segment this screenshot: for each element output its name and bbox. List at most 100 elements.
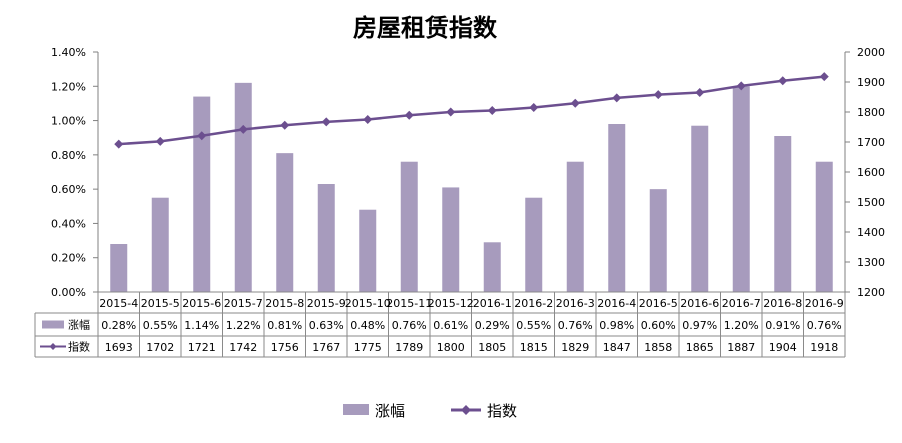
bar-series-zhangfu [110,82,833,293]
bar-zhangfu [400,161,418,292]
y-left-tick-label: 0.80% [51,149,86,162]
line-zhishu [118,75,825,146]
bar-zhangfu [608,124,626,292]
x-tick-label: 2016-9 [805,297,844,310]
y-left-tick-label: 0.60% [51,183,86,196]
x-tick-label: 2015-5 [141,297,180,310]
point-zhishu [446,107,456,117]
table-cell-zhangfu: 0.55% [516,319,551,332]
chart-title: 房屋租赁指数 [353,13,498,42]
table-cell-zhishu: 1702 [146,341,174,354]
bar-zhangfu [815,161,833,292]
point-zhishu [280,120,290,130]
table-cell-zhangfu: 0.76% [558,319,593,332]
x-tick-label: 2016-2 [514,297,553,310]
table-cell-zhangfu: 0.97% [682,319,717,332]
table-cell-zhishu: 1775 [354,341,382,354]
table-cell-zhishu: 1865 [686,341,714,354]
table-row-label-zhishu: 指数 [68,340,90,354]
point-zhishu [363,115,373,124]
table-cell-zhishu: 1918 [810,341,838,354]
point-zhishu [653,90,663,100]
line-series-zhishu [114,72,829,149]
table-cell-zhishu: 1767 [312,341,340,354]
table-row-label-zhangfu: 涨幅 [68,319,90,332]
table-cell-zhangfu: 0.81% [267,319,302,332]
x-tick-label: 2016-4 [597,297,636,310]
table-cell-zhangfu: 0.28% [101,319,136,332]
point-zhishu [612,93,622,103]
y-left-tick-label: 0.00% [51,286,86,299]
x-tick-label: 2016-3 [556,297,595,310]
bar-zhangfu [276,153,294,292]
table-cell-zhishu: 1805 [478,341,506,354]
point-zhishu [238,124,248,134]
table-key-zhangfu [42,320,64,329]
bar-zhangfu [483,242,501,292]
y-right-tick-label: 1500 [857,196,885,209]
point-zhishu [114,139,124,149]
bar-zhangfu [151,197,169,292]
point-zhishu [529,103,539,112]
table-cell-zhangfu: 0.61% [433,319,468,332]
x-tick-label: 2015-6 [182,297,221,310]
table-cell-zhishu: 1742 [229,341,257,354]
table-cell-zhangfu: 1.22% [226,319,261,332]
y-right-tick-label: 1600 [857,166,885,179]
y-left-tick-label: 1.40% [51,46,86,59]
x-tick-label: 2016-8 [763,297,802,310]
y-right-tick-label: 1400 [857,226,885,239]
table-cell-zhangfu: 0.91% [765,319,800,332]
table-cell-zhishu: 1815 [520,341,548,354]
point-zhishu [695,88,705,97]
x-tick-label: 2015-4 [99,297,138,310]
bar-zhangfu [110,244,128,292]
table-cell-zhangfu: 1.14% [184,319,219,332]
table-cell-zhishu: 1756 [271,341,299,354]
y-right-tick-label: 1200 [857,286,885,299]
table-cell-zhangfu: 0.98% [599,319,634,332]
point-zhishu [321,117,331,127]
x-tick-label: 2015-8 [265,297,304,310]
bar-zhangfu [691,125,709,292]
bar-zhangfu [649,189,667,292]
bar-zhangfu [359,209,377,292]
x-tick-label: 2016-6 [680,297,719,310]
table-cell-zhishu: 1721 [188,341,216,354]
x-tick-label: 2015-9 [307,297,346,310]
x-tick-label: 2016-7 [722,297,761,310]
point-zhishu [778,76,788,86]
table-cell-zhishu: 1800 [437,341,465,354]
y-left-tick-label: 0.40% [51,217,86,230]
point-zhishu [155,136,165,146]
legend: 涨幅 指数 [343,402,517,420]
point-zhishu [570,98,580,108]
y-right-tick-label: 1800 [857,106,885,119]
table-cell-zhishu: 1858 [644,341,672,354]
table-key-zhishu-marker [49,343,57,350]
y-axis-right: 1200 1300 1400 1500 1600 1700 1800 1900 2000 [844,46,885,299]
legend-label-zhangfu: 涨幅 [375,402,405,420]
table-cell-zhangfu: 0.76% [392,319,427,332]
x-tick-label: 2015-7 [224,297,263,310]
table-cell-zhangfu: 0.60% [641,319,676,332]
table-cell-zhishu: 1693 [105,341,133,354]
bar-zhangfu [566,161,584,292]
y-left-tick-label: 0.20% [51,252,86,265]
x-tick-label: 2016-1 [473,297,512,310]
table-cell-zhishu: 1904 [769,341,797,354]
y-left-tick-label: 1.00% [51,115,86,128]
point-zhishu [736,81,746,91]
bar-zhangfu [193,96,211,292]
y-right-tick-label: 1700 [857,136,885,149]
legend-label-zhishu: 指数 [487,402,517,420]
bar-zhangfu [774,136,792,292]
table-cell-zhangfu: 0.76% [807,319,842,332]
table-cell-zhishu: 1887 [727,341,755,354]
x-tick-label: 2015-11 [386,297,432,310]
table-cell-zhishu: 1789 [395,341,423,354]
point-zhishu [819,72,829,82]
y-axis-left: 0.00% 0.20% 0.40% 0.60% 0.80% 1.00% 1.20% 1.40% [51,46,99,299]
data-table: 2015-4 0.28% 1693 2015-5 0.55% 1702 2015-6 1.14… [34,291,846,358]
x-tick-label: 2015-10 [345,297,391,310]
